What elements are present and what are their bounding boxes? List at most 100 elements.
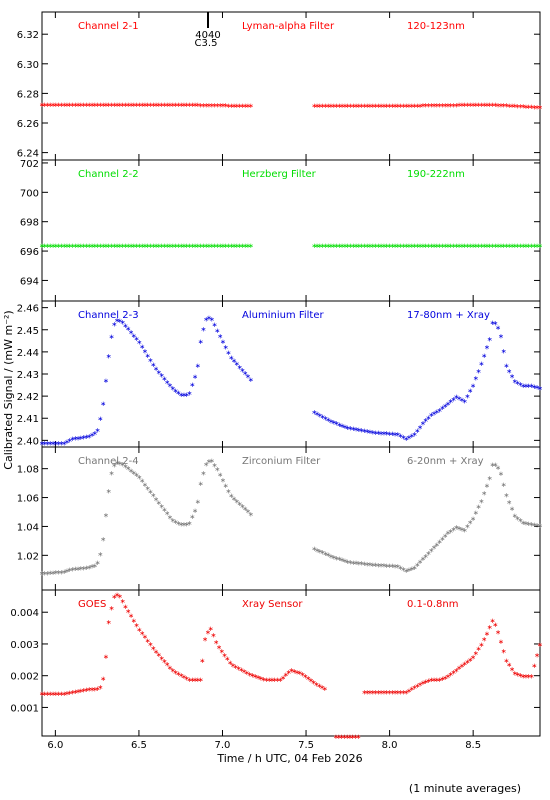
data-point: ∗ [426,549,432,557]
data-point: ∗ [526,520,532,528]
data-point: ∗ [406,102,412,110]
data-point: ∗ [317,548,323,556]
data-point: ∗ [53,440,59,448]
data-point: ∗ [476,645,482,653]
data-point: ∗ [484,482,490,490]
data-point: ∗ [181,521,187,529]
panel-band-label: 6-20nm + Xray [407,456,484,467]
data-point: ∗ [106,487,112,495]
data-point: ∗ [311,242,317,250]
data-point: ∗ [373,429,379,437]
data-point: ∗ [398,102,404,110]
data-point: ∗ [64,438,70,446]
data-point: ∗ [234,360,240,368]
data-point: ∗ [203,242,209,250]
data-point: ∗ [314,546,320,554]
data-point: ∗ [537,641,543,649]
data-point: ∗ [350,559,356,567]
y-tick-label: 0.004 [10,608,39,619]
data-point: ∗ [356,559,362,567]
data-point: ∗ [401,565,407,573]
data-point: ∗ [139,630,145,638]
x-axis-label: Time / h UTC, 04 Feb 2026 [216,752,362,765]
y-tick-label: 6.28 [17,89,39,100]
data-point: ∗ [325,551,331,559]
data-point: ∗ [537,242,543,250]
data-point: ∗ [205,629,211,637]
data-point: ∗ [289,667,295,675]
data-point: ∗ [123,242,129,250]
data-point: ∗ [283,671,289,679]
data-point: ∗ [431,676,437,684]
data-point: ∗ [131,469,137,477]
data-point: ∗ [280,674,286,682]
data-point: ∗ [384,242,390,250]
data-point: ∗ [240,102,246,110]
data-point: ∗ [518,242,524,250]
data-point: ∗ [137,242,143,250]
data-point: ∗ [479,360,485,368]
data-point: ∗ [423,678,429,686]
data-point: ∗ [350,242,356,250]
data-point: ∗ [392,689,398,697]
data-point: ∗ [78,565,84,573]
data-point: ∗ [117,317,123,325]
data-point: ∗ [531,521,537,529]
data-point: ∗ [409,242,415,250]
data-point: ∗ [417,102,423,110]
data-point: ∗ [45,440,51,448]
data-point: ∗ [370,689,376,697]
data-point: ∗ [86,101,92,109]
data-point: ∗ [426,242,432,250]
data-point: ∗ [67,101,73,109]
data-point: ∗ [220,338,226,346]
data-point: ∗ [323,102,329,110]
y-tick-label: 0.002 [10,672,39,683]
data-point: ∗ [359,427,365,435]
data-point: ∗ [56,242,62,250]
data-point: ∗ [314,680,320,688]
data-point: ∗ [520,519,526,527]
data-point: ∗ [412,564,418,572]
data-point: ∗ [311,409,317,417]
data-point: ∗ [59,690,65,698]
data-point: ∗ [515,102,521,110]
data-point: ∗ [39,242,45,250]
data-point: ∗ [317,102,323,110]
data-point: ∗ [331,419,337,427]
data-point: ∗ [401,102,407,110]
data-point: ∗ [492,621,498,629]
data-point: ∗ [106,242,112,250]
data-point: ∗ [142,481,148,489]
panel-channel-label: GOES [78,599,106,610]
data-point: ∗ [342,733,348,741]
data-point: ∗ [523,520,529,528]
data-point: ∗ [442,242,448,250]
data-point: ∗ [367,689,373,697]
data-point: ∗ [328,552,334,560]
data-point: ∗ [237,242,243,250]
data-point: ∗ [212,461,218,469]
event-marker-label-bottom: C3.5 [195,38,218,49]
data-point: ∗ [187,519,193,527]
data-point: ∗ [440,675,446,683]
data-point: ∗ [426,414,432,422]
data-point: ∗ [89,101,95,109]
data-point: ∗ [308,677,314,685]
data-point: ∗ [150,101,156,109]
data-point: ∗ [373,242,379,250]
data-point: ∗ [53,690,59,698]
data-point: ∗ [403,242,409,250]
data-point: ∗ [184,391,190,399]
data-point: ∗ [529,103,535,111]
data-point: ∗ [114,242,120,250]
data-point: ∗ [245,102,251,110]
data-point: ∗ [72,688,78,696]
data-point: ∗ [342,557,348,565]
data-point: ∗ [156,499,162,507]
y-tick-label: 696 [20,247,39,258]
data-point: ∗ [529,673,535,681]
data-point: ∗ [145,101,151,109]
